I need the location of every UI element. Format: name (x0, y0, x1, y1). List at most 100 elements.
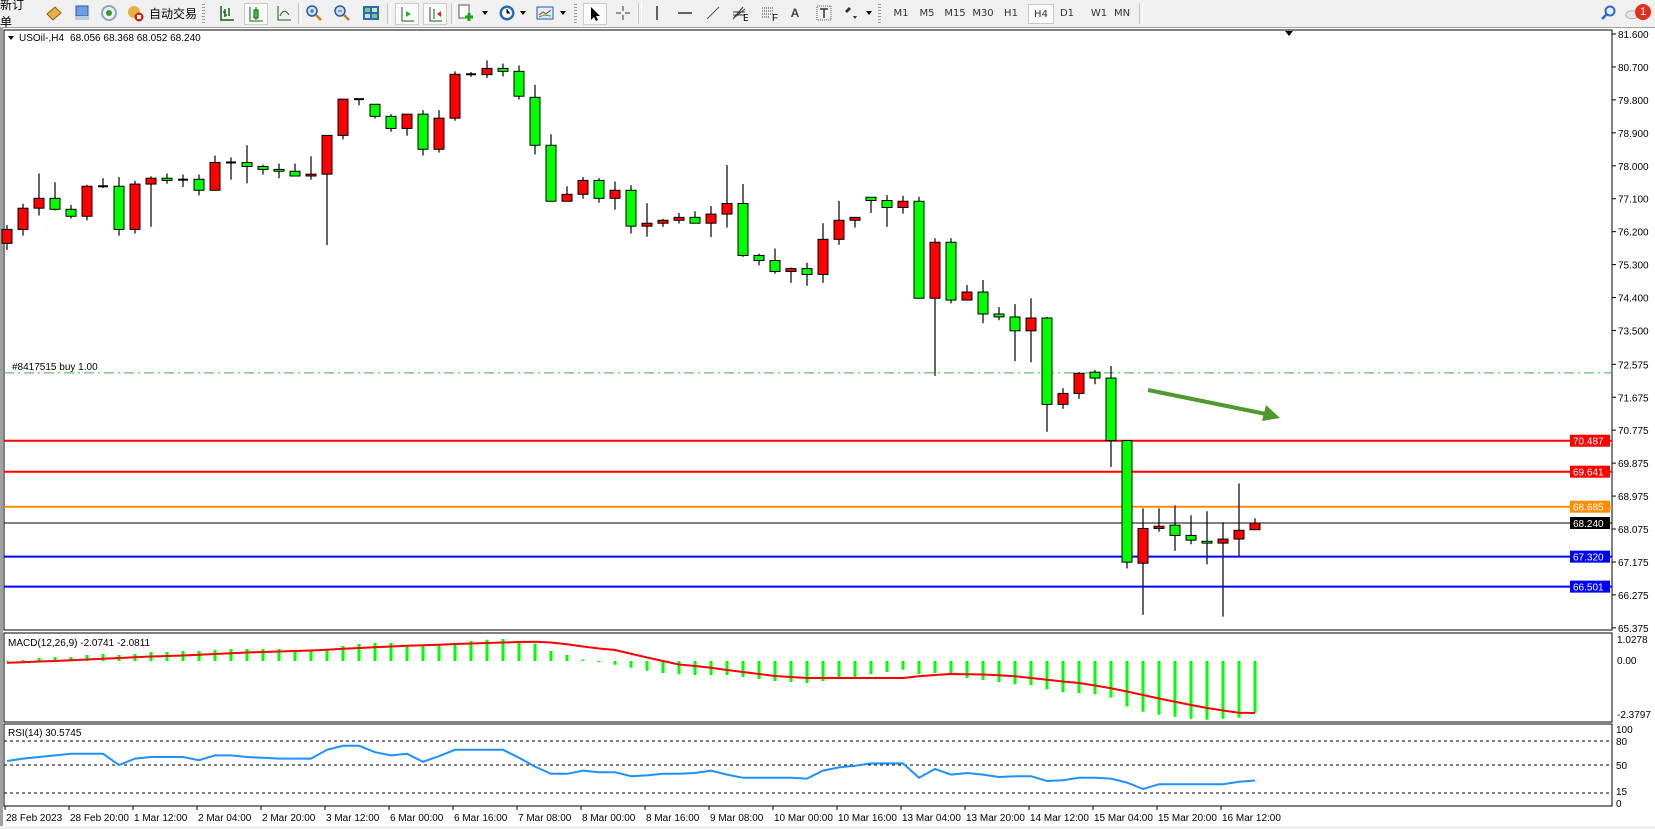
candle[interactable] (321, 134, 333, 246)
candle[interactable] (849, 216, 861, 228)
candle[interactable] (257, 164, 269, 175)
candle[interactable] (369, 103, 381, 119)
timeframe-mn[interactable]: MN (1113, 7, 1131, 19)
candle[interactable] (881, 195, 893, 227)
periods-dropdown[interactable] (520, 11, 526, 15)
line-chart-icon[interactable] (274, 3, 294, 23)
periods-clock-icon[interactable] (497, 3, 517, 23)
candle[interactable] (609, 181, 621, 210)
fibo-expansion-icon[interactable]: E (729, 3, 749, 23)
candle[interactable] (1041, 316, 1053, 432)
candle[interactable] (417, 110, 429, 156)
arrows-icon[interactable] (841, 3, 861, 23)
navigator-icon[interactable] (72, 3, 92, 23)
candle[interactable] (497, 63, 509, 77)
candle[interactable] (593, 178, 605, 203)
candle[interactable] (1009, 304, 1021, 362)
candle[interactable] (1153, 508, 1165, 532)
candle[interactable] (897, 195, 909, 214)
text-icon[interactable]: A (790, 6, 800, 20)
notification-badge[interactable]: 1 (1635, 4, 1651, 20)
candle[interactable] (721, 165, 733, 228)
horizontal-line-icon[interactable] (675, 3, 695, 23)
candle[interactable] (337, 98, 349, 140)
tile-windows-icon[interactable] (361, 3, 381, 23)
zoom-out-icon[interactable] (332, 3, 352, 23)
candle[interactable] (113, 177, 125, 236)
candlestick-icon[interactable] (244, 3, 268, 25)
candle[interactable] (1121, 440, 1133, 569)
candle[interactable] (481, 60, 493, 78)
candle[interactable] (561, 186, 573, 202)
toolbar-grip[interactable] (202, 4, 205, 23)
candle[interactable] (929, 238, 941, 376)
timeframe-w1[interactable]: W1 (1090, 7, 1108, 19)
annotation-arrow[interactable] (1147, 388, 1280, 421)
chart-shift-marker-icon[interactable] (1285, 31, 1293, 36)
candle[interactable] (129, 180, 141, 234)
chart-shift-icon[interactable] (423, 3, 447, 25)
new-chart-icon[interactable] (456, 3, 476, 23)
candle[interactable] (657, 218, 669, 227)
timeframe-m5[interactable]: M5 (919, 7, 935, 19)
timeframe-m15[interactable]: M15 (944, 7, 966, 19)
candle[interactable] (913, 196, 925, 299)
candle[interactable] (354, 98, 364, 106)
candle[interactable] (81, 184, 93, 221)
templates-icon[interactable] (535, 3, 555, 23)
candle[interactable] (1185, 515, 1197, 545)
candle[interactable] (513, 65, 525, 100)
candle[interactable] (529, 84, 541, 155)
timeframe-h4[interactable]: H4 (1028, 4, 1054, 24)
timeframe-d1[interactable]: D1 (1059, 7, 1075, 19)
candle[interactable] (801, 262, 813, 286)
candle[interactable] (33, 173, 45, 216)
candle[interactable] (817, 223, 829, 283)
market-watch-icon[interactable] (44, 3, 64, 23)
candle[interactable] (241, 145, 253, 184)
zoom-in-icon[interactable] (304, 3, 324, 23)
trend-line-icon[interactable] (703, 3, 723, 23)
candle[interactable] (1249, 518, 1261, 531)
crosshair-icon[interactable] (613, 3, 633, 23)
auto-trading-icon[interactable] (124, 3, 146, 23)
candle[interactable] (689, 211, 701, 224)
candle[interactable] (705, 206, 717, 238)
cursor-icon[interactable] (583, 3, 607, 25)
candle[interactable] (65, 204, 77, 219)
candle[interactable] (1073, 372, 1085, 399)
candle[interactable] (145, 176, 157, 227)
candle[interactable] (49, 182, 61, 211)
candle[interactable] (1137, 508, 1149, 615)
candle[interactable] (1025, 298, 1037, 363)
fibo-fan-icon[interactable]: F (759, 3, 779, 23)
candle[interactable] (98, 178, 108, 189)
candle[interactable] (1201, 511, 1213, 565)
candle[interactable] (737, 184, 749, 257)
candle[interactable] (17, 203, 29, 236)
candle[interactable] (865, 196, 877, 213)
auto-trading-button[interactable]: 自动交易 (148, 6, 197, 21)
candle[interactable] (209, 155, 221, 191)
candle[interactable] (449, 71, 461, 121)
candle[interactable] (769, 248, 781, 274)
candle[interactable] (1217, 522, 1229, 617)
timeframe-h1[interactable]: H1 (1004, 7, 1018, 19)
candle[interactable] (977, 279, 989, 324)
candle[interactable] (178, 174, 188, 187)
timeframe-m30[interactable]: M30 (972, 7, 994, 19)
auto-scroll-icon[interactable] (395, 3, 419, 25)
new-order-button[interactable]: 新订单 (0, 0, 25, 29)
candle[interactable] (785, 267, 797, 283)
candle[interactable] (385, 114, 397, 132)
candle[interactable] (641, 203, 653, 237)
signals-icon[interactable] (99, 3, 119, 23)
candle[interactable] (226, 157, 236, 180)
candle[interactable] (1105, 365, 1117, 467)
candle[interactable] (945, 238, 957, 304)
candle[interactable] (433, 110, 445, 153)
candle[interactable] (993, 307, 1005, 321)
candle[interactable] (753, 253, 765, 266)
symbol-menu-icon[interactable] (8, 36, 14, 40)
timeframe-m1[interactable]: M1 (893, 7, 909, 19)
